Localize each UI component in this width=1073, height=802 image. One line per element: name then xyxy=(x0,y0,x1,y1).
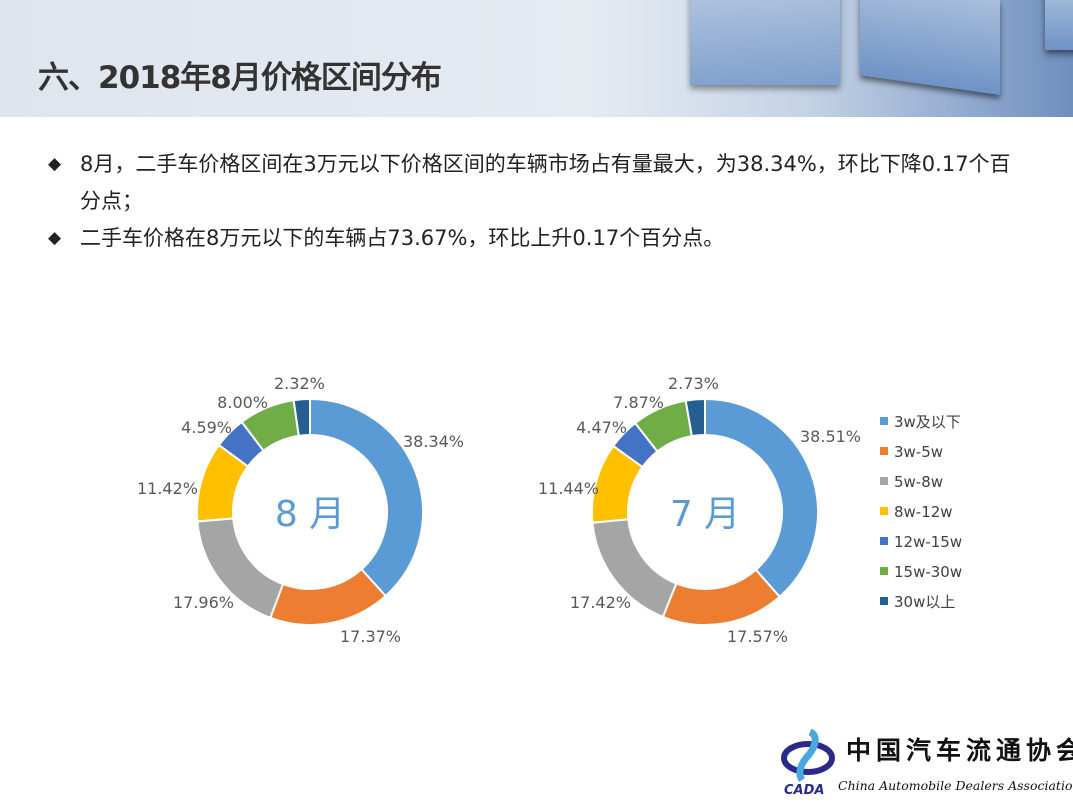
header-banner: 六、2018年8月价格区间分布 xyxy=(0,0,1073,117)
donut-slice xyxy=(269,567,387,626)
data-label: 38.51% xyxy=(800,427,861,446)
data-label: 17.37% xyxy=(340,627,401,646)
data-label: 17.42% xyxy=(570,593,631,612)
cada-logo-mark: CADA xyxy=(781,728,835,798)
data-label: 7.87% xyxy=(613,393,664,412)
bullet-item: ◆ 8月，二手车价格区间在3万元以下价格区间的车辆市场占有量最大，为38.34%，… xyxy=(48,146,1018,220)
bullet-list: ◆ 8月，二手车价格区间在3万元以下价格区间的车辆市场占有量最大，为38.34%，… xyxy=(48,146,1018,257)
legend-item: 15w-30w xyxy=(894,563,962,581)
donut-slice xyxy=(292,397,311,437)
data-label: 11.42% xyxy=(137,479,198,498)
cada-logo: CADA 中国汽车流通协会 China Automobile Dealers A… xyxy=(780,728,1073,798)
data-label: 11.44% xyxy=(538,479,599,498)
legend-swatch xyxy=(880,477,888,485)
donut-slice xyxy=(684,397,706,438)
legend-item: 5w-8w xyxy=(894,473,943,491)
data-label: 17.57% xyxy=(727,627,788,646)
legend-item: 8w-12w xyxy=(894,503,953,521)
bullet-item: ◆ 二手车价格在8万元以下的车辆占73.67%，环比上升0.17个百分点。 xyxy=(48,220,1018,257)
data-label: 4.47% xyxy=(576,418,627,437)
data-label: 4.59% xyxy=(181,418,232,437)
legend-swatch xyxy=(880,417,888,425)
donut-slice xyxy=(661,568,782,626)
center-label: 7 月 xyxy=(670,494,740,535)
data-label: 38.34% xyxy=(403,432,464,451)
data-label: 2.32% xyxy=(274,374,325,393)
legend-swatch xyxy=(880,447,888,455)
data-label: 17.96% xyxy=(173,593,234,612)
bullet-text: 8月，二手车价格区间在3万元以下价格区间的车辆市场占有量最大，为38.34%，环… xyxy=(80,152,1011,213)
bullet-text: 二手车价格在8万元以下的车辆占73.67%，环比上升0.17个百分点。 xyxy=(80,226,725,250)
data-label: 8.00% xyxy=(217,393,268,412)
legend-item: 12w-15w xyxy=(894,533,962,551)
decor-cube xyxy=(1045,0,1073,50)
logo-cn-text: 中国汽车流通协会 xyxy=(846,736,1073,765)
legend-swatch xyxy=(880,597,888,605)
donut-slice xyxy=(704,397,819,599)
data-label: 2.73% xyxy=(668,374,719,393)
donut-slice xyxy=(309,397,424,598)
diamond-icon: ◆ xyxy=(48,154,62,174)
svg-text:CADA: CADA xyxy=(784,783,824,798)
page-title: 六、2018年8月价格区间分布 xyxy=(38,60,442,96)
legend-item: 3w-5w xyxy=(894,443,943,461)
diamond-icon: ◆ xyxy=(48,228,62,248)
legend-item: 30w以上 xyxy=(894,593,955,611)
decor-cube xyxy=(690,0,840,85)
legend-item: 3w及以下 xyxy=(894,413,961,431)
center-label: 8 月 xyxy=(275,494,345,535)
legend-swatch xyxy=(880,507,888,515)
legend-swatch xyxy=(880,567,888,575)
logo-en-text: China Automobile Dealers Association xyxy=(838,778,1073,793)
legend-swatch xyxy=(880,537,888,545)
